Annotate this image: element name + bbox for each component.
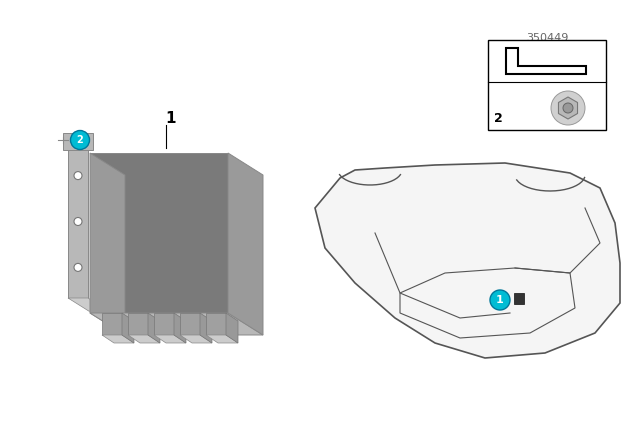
Polygon shape [68, 145, 88, 298]
Polygon shape [90, 313, 263, 335]
Polygon shape [206, 313, 226, 335]
Polygon shape [102, 335, 134, 343]
Circle shape [74, 172, 82, 180]
Circle shape [563, 103, 573, 113]
Polygon shape [90, 153, 125, 335]
Circle shape [70, 130, 90, 150]
Polygon shape [154, 313, 174, 335]
Polygon shape [228, 153, 263, 335]
Polygon shape [128, 313, 148, 335]
Circle shape [551, 91, 585, 125]
Circle shape [490, 290, 510, 310]
Polygon shape [514, 293, 524, 304]
Polygon shape [206, 335, 238, 343]
Polygon shape [63, 133, 93, 150]
Circle shape [74, 263, 82, 271]
Polygon shape [180, 313, 200, 335]
Text: 2: 2 [493, 112, 502, 125]
Polygon shape [226, 313, 238, 343]
Text: 2: 2 [77, 135, 83, 145]
Polygon shape [68, 298, 109, 311]
Polygon shape [102, 313, 122, 335]
Polygon shape [122, 313, 134, 343]
Polygon shape [128, 335, 160, 343]
Polygon shape [90, 153, 228, 313]
PathPatch shape [315, 163, 620, 358]
Polygon shape [148, 313, 160, 343]
Polygon shape [174, 313, 186, 343]
Circle shape [74, 217, 82, 225]
Text: 1: 1 [166, 111, 176, 125]
Polygon shape [488, 40, 606, 130]
Text: 1: 1 [496, 295, 504, 305]
Polygon shape [180, 335, 212, 343]
Polygon shape [200, 313, 212, 343]
Polygon shape [559, 97, 577, 119]
Polygon shape [154, 335, 186, 343]
Text: 350449: 350449 [526, 33, 568, 43]
